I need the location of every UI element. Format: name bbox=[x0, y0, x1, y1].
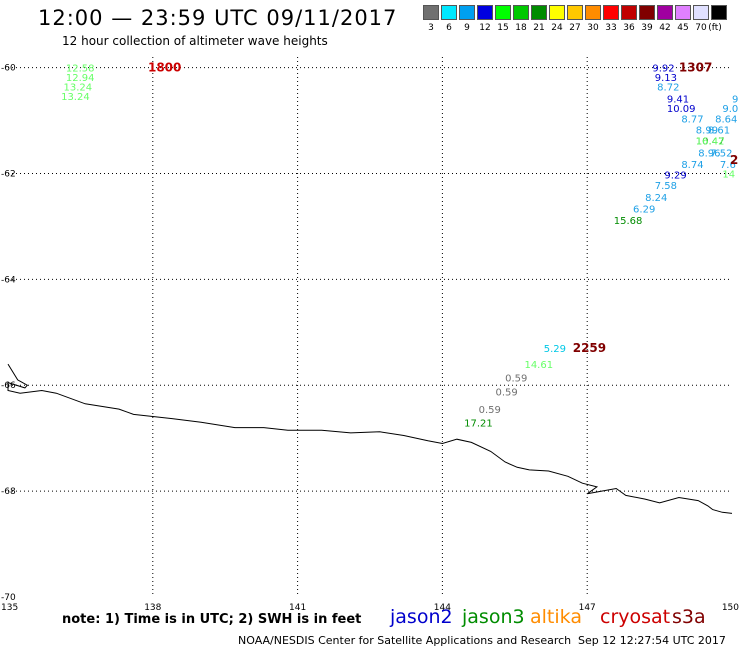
legend-swatch bbox=[675, 5, 691, 20]
legend-swatch bbox=[477, 5, 493, 20]
generated-timestamp: Sep 12 12:27:54 UTC 2017 bbox=[578, 634, 726, 647]
legend-label: 3 bbox=[428, 23, 434, 33]
legend-label: 6 bbox=[446, 23, 452, 33]
map-title: 12:00 — 23:59 UTC 09/11/2017 bbox=[38, 6, 398, 30]
legend-swatch bbox=[531, 5, 547, 20]
pass-time-label: 1800 bbox=[148, 61, 181, 75]
legend-label: 36 bbox=[623, 23, 635, 33]
wave-height-value: 13.24 bbox=[61, 92, 90, 103]
wave-height-value: 5.29 bbox=[544, 344, 566, 355]
wave-height-value: 8.24 bbox=[645, 193, 667, 204]
longitude-tick-label: 138 bbox=[144, 603, 161, 613]
legend-label: 24 bbox=[551, 23, 563, 33]
legend-swatch bbox=[621, 5, 637, 20]
legend-swatch bbox=[423, 5, 439, 20]
legend-swatch bbox=[657, 5, 673, 20]
legend-label: 33 bbox=[605, 23, 617, 33]
footer-note: note: 1) Time is in UTC; 2) SWH is in fe… bbox=[62, 612, 362, 627]
map-subtitle: 12 hour collection of altimeter wave hei… bbox=[62, 34, 328, 48]
longitude-tick-label: 150 bbox=[722, 603, 739, 613]
satellite-name: jason3 bbox=[462, 606, 525, 628]
longitude-tick-label: 147 bbox=[579, 603, 596, 613]
latitude-tick-label: -68 bbox=[1, 487, 16, 497]
pass-time-label: 1307 bbox=[679, 61, 712, 75]
wave-height-value: 9.29 bbox=[664, 171, 686, 182]
longitude-tick-label: 144 bbox=[434, 603, 451, 613]
credit-line: NOAA/NESDIS Center for Satellite Applica… bbox=[238, 634, 572, 647]
wave-height-value: 16.42 bbox=[696, 137, 725, 148]
wave-height-value: 0.59 bbox=[505, 373, 527, 384]
wave-height-value: 7.6 bbox=[720, 160, 736, 171]
latitude-tick-label: -70 bbox=[1, 593, 16, 603]
latitude-tick-label: -64 bbox=[1, 275, 16, 285]
wave-height-value: 13.24 bbox=[64, 83, 93, 94]
legend-swatch bbox=[603, 5, 619, 20]
latitude-tick-label: -66 bbox=[1, 381, 16, 391]
latitude-tick-label: -62 bbox=[1, 169, 16, 179]
satellite-name: cryosat bbox=[600, 606, 671, 628]
wave-height-value: 6.29 bbox=[633, 204, 655, 215]
longitude-tick-label: 135 bbox=[1, 603, 18, 613]
legend-swatch bbox=[639, 5, 655, 20]
wave-height-value: 9.0 bbox=[722, 104, 738, 115]
wave-height-value: 12.94 bbox=[66, 73, 95, 84]
wave-height-value: 8.61 bbox=[708, 126, 730, 137]
wave-height-value: 7.52 bbox=[710, 148, 732, 159]
wave-height-value: 8.96 bbox=[698, 148, 720, 159]
satellite-name: jason2 bbox=[390, 606, 453, 628]
legend-label: 27 bbox=[569, 23, 581, 33]
wave-height-value: 9.92 bbox=[652, 64, 674, 75]
legend-label: 18 bbox=[515, 23, 527, 33]
legend-unit: (ft) bbox=[708, 23, 722, 33]
wave-height-value: 9.41 bbox=[667, 94, 689, 105]
legend-label: 21 bbox=[533, 23, 545, 33]
legend-swatch bbox=[585, 5, 601, 20]
wave-height-value: 8.77 bbox=[681, 114, 703, 125]
legend-swatch bbox=[693, 5, 709, 20]
wave-height-value: 8.99 bbox=[696, 126, 718, 137]
wave-height-value: 15.68 bbox=[614, 216, 643, 227]
legend-label: 70 bbox=[695, 23, 707, 33]
wave-height-value: 8.74 bbox=[681, 160, 703, 171]
pass-time-label: 2 bbox=[730, 153, 738, 167]
satellite-name: altika bbox=[530, 606, 582, 628]
legend-label: 39 bbox=[641, 23, 653, 33]
wave-height-value: 9.13 bbox=[655, 73, 677, 84]
legend-label: 42 bbox=[659, 23, 671, 33]
pass-time-label: 2259 bbox=[573, 341, 606, 355]
legend-swatch bbox=[495, 5, 511, 20]
wave-height-value: 0.59 bbox=[495, 388, 517, 399]
legend-label: 15 bbox=[497, 23, 509, 33]
wave-height-value: 10.09 bbox=[667, 104, 696, 115]
wave-height-value: 8.64 bbox=[715, 114, 737, 125]
legend-swatch bbox=[441, 5, 457, 20]
wave-height-value: 12.58 bbox=[66, 64, 95, 75]
latitude-tick-label: -60 bbox=[1, 64, 16, 74]
wave-height-value: 9 bbox=[732, 94, 738, 105]
legend-swatch bbox=[567, 5, 583, 20]
wave-height-value: 10.47 bbox=[696, 137, 725, 148]
legend-label: 45 bbox=[677, 23, 689, 33]
wave-height-value: 17.21 bbox=[464, 418, 493, 429]
wave-height-value: 7.58 bbox=[655, 181, 677, 192]
wave-height-value: 14 bbox=[722, 169, 735, 180]
wave-height-value: 14.61 bbox=[524, 360, 553, 371]
wave-height-value: 0.59 bbox=[479, 405, 501, 416]
legend-swatch bbox=[513, 5, 529, 20]
legend-swatch bbox=[549, 5, 565, 20]
legend-label: 9 bbox=[464, 23, 470, 33]
legend-swatch bbox=[459, 5, 475, 20]
longitude-tick-label: 141 bbox=[289, 603, 306, 613]
legend-label: 30 bbox=[587, 23, 599, 33]
legend-label: 12 bbox=[479, 23, 491, 33]
legend-swatch bbox=[711, 5, 727, 20]
wave-height-value: 8.72 bbox=[657, 83, 679, 94]
satellite-name: s3a bbox=[672, 606, 706, 628]
coastline bbox=[7, 363, 733, 514]
